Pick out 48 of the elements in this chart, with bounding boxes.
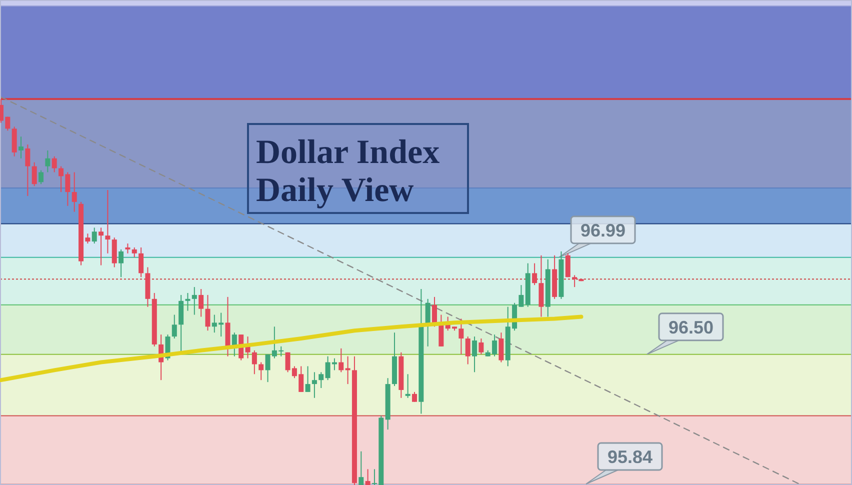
candlestick	[498, 332, 504, 363]
candlestick	[198, 288, 204, 318]
candlestick	[138, 246, 144, 278]
candlestick	[205, 294, 210, 332]
candlestick	[38, 170, 44, 185]
candlestick	[112, 237, 117, 268]
candlestick	[358, 450, 364, 485]
candlestick	[565, 252, 570, 278]
candlestick	[478, 338, 484, 355]
text: Daily View	[256, 172, 414, 209]
candlestick	[425, 298, 430, 347]
candlestick	[318, 372, 324, 388]
candlestick	[178, 294, 184, 353]
candlestick	[258, 362, 264, 381]
ref-line-label: 96.50	[668, 317, 714, 338]
candlestick	[172, 314, 177, 340]
candlestick	[572, 274, 578, 288]
ref-line-label: 95.84	[607, 447, 653, 467]
candlestick	[105, 190, 110, 254]
candlestick	[472, 336, 478, 373]
candlestick	[305, 366, 310, 392]
candlestick	[252, 350, 257, 375]
candlestick	[118, 248, 124, 278]
candlestick	[12, 126, 17, 157]
candlestick	[125, 242, 130, 254]
candlestick	[45, 150, 50, 173]
candlestick	[405, 374, 410, 398]
ref-line-label: 96.99	[580, 220, 626, 240]
text: Dollar Index	[256, 134, 440, 171]
candlestick	[465, 336, 470, 365]
candlestick	[72, 172, 77, 212]
candlestick	[538, 254, 544, 318]
candlestick	[192, 286, 197, 316]
candlestick	[92, 227, 97, 244]
candlestick	[412, 391, 417, 402]
candlestick	[338, 348, 344, 373]
candlestick	[18, 136, 24, 159]
candlestick	[458, 318, 464, 355]
candlestick	[532, 262, 538, 286]
candlestick	[365, 468, 370, 485]
candlestick	[345, 356, 350, 385]
candlestick	[185, 292, 190, 312]
candlestick	[32, 162, 37, 187]
candlestick	[98, 227, 104, 266]
candlestick	[312, 372, 317, 398]
candlestick	[52, 156, 57, 173]
candlestick	[25, 144, 30, 196]
candlestick	[132, 246, 137, 258]
